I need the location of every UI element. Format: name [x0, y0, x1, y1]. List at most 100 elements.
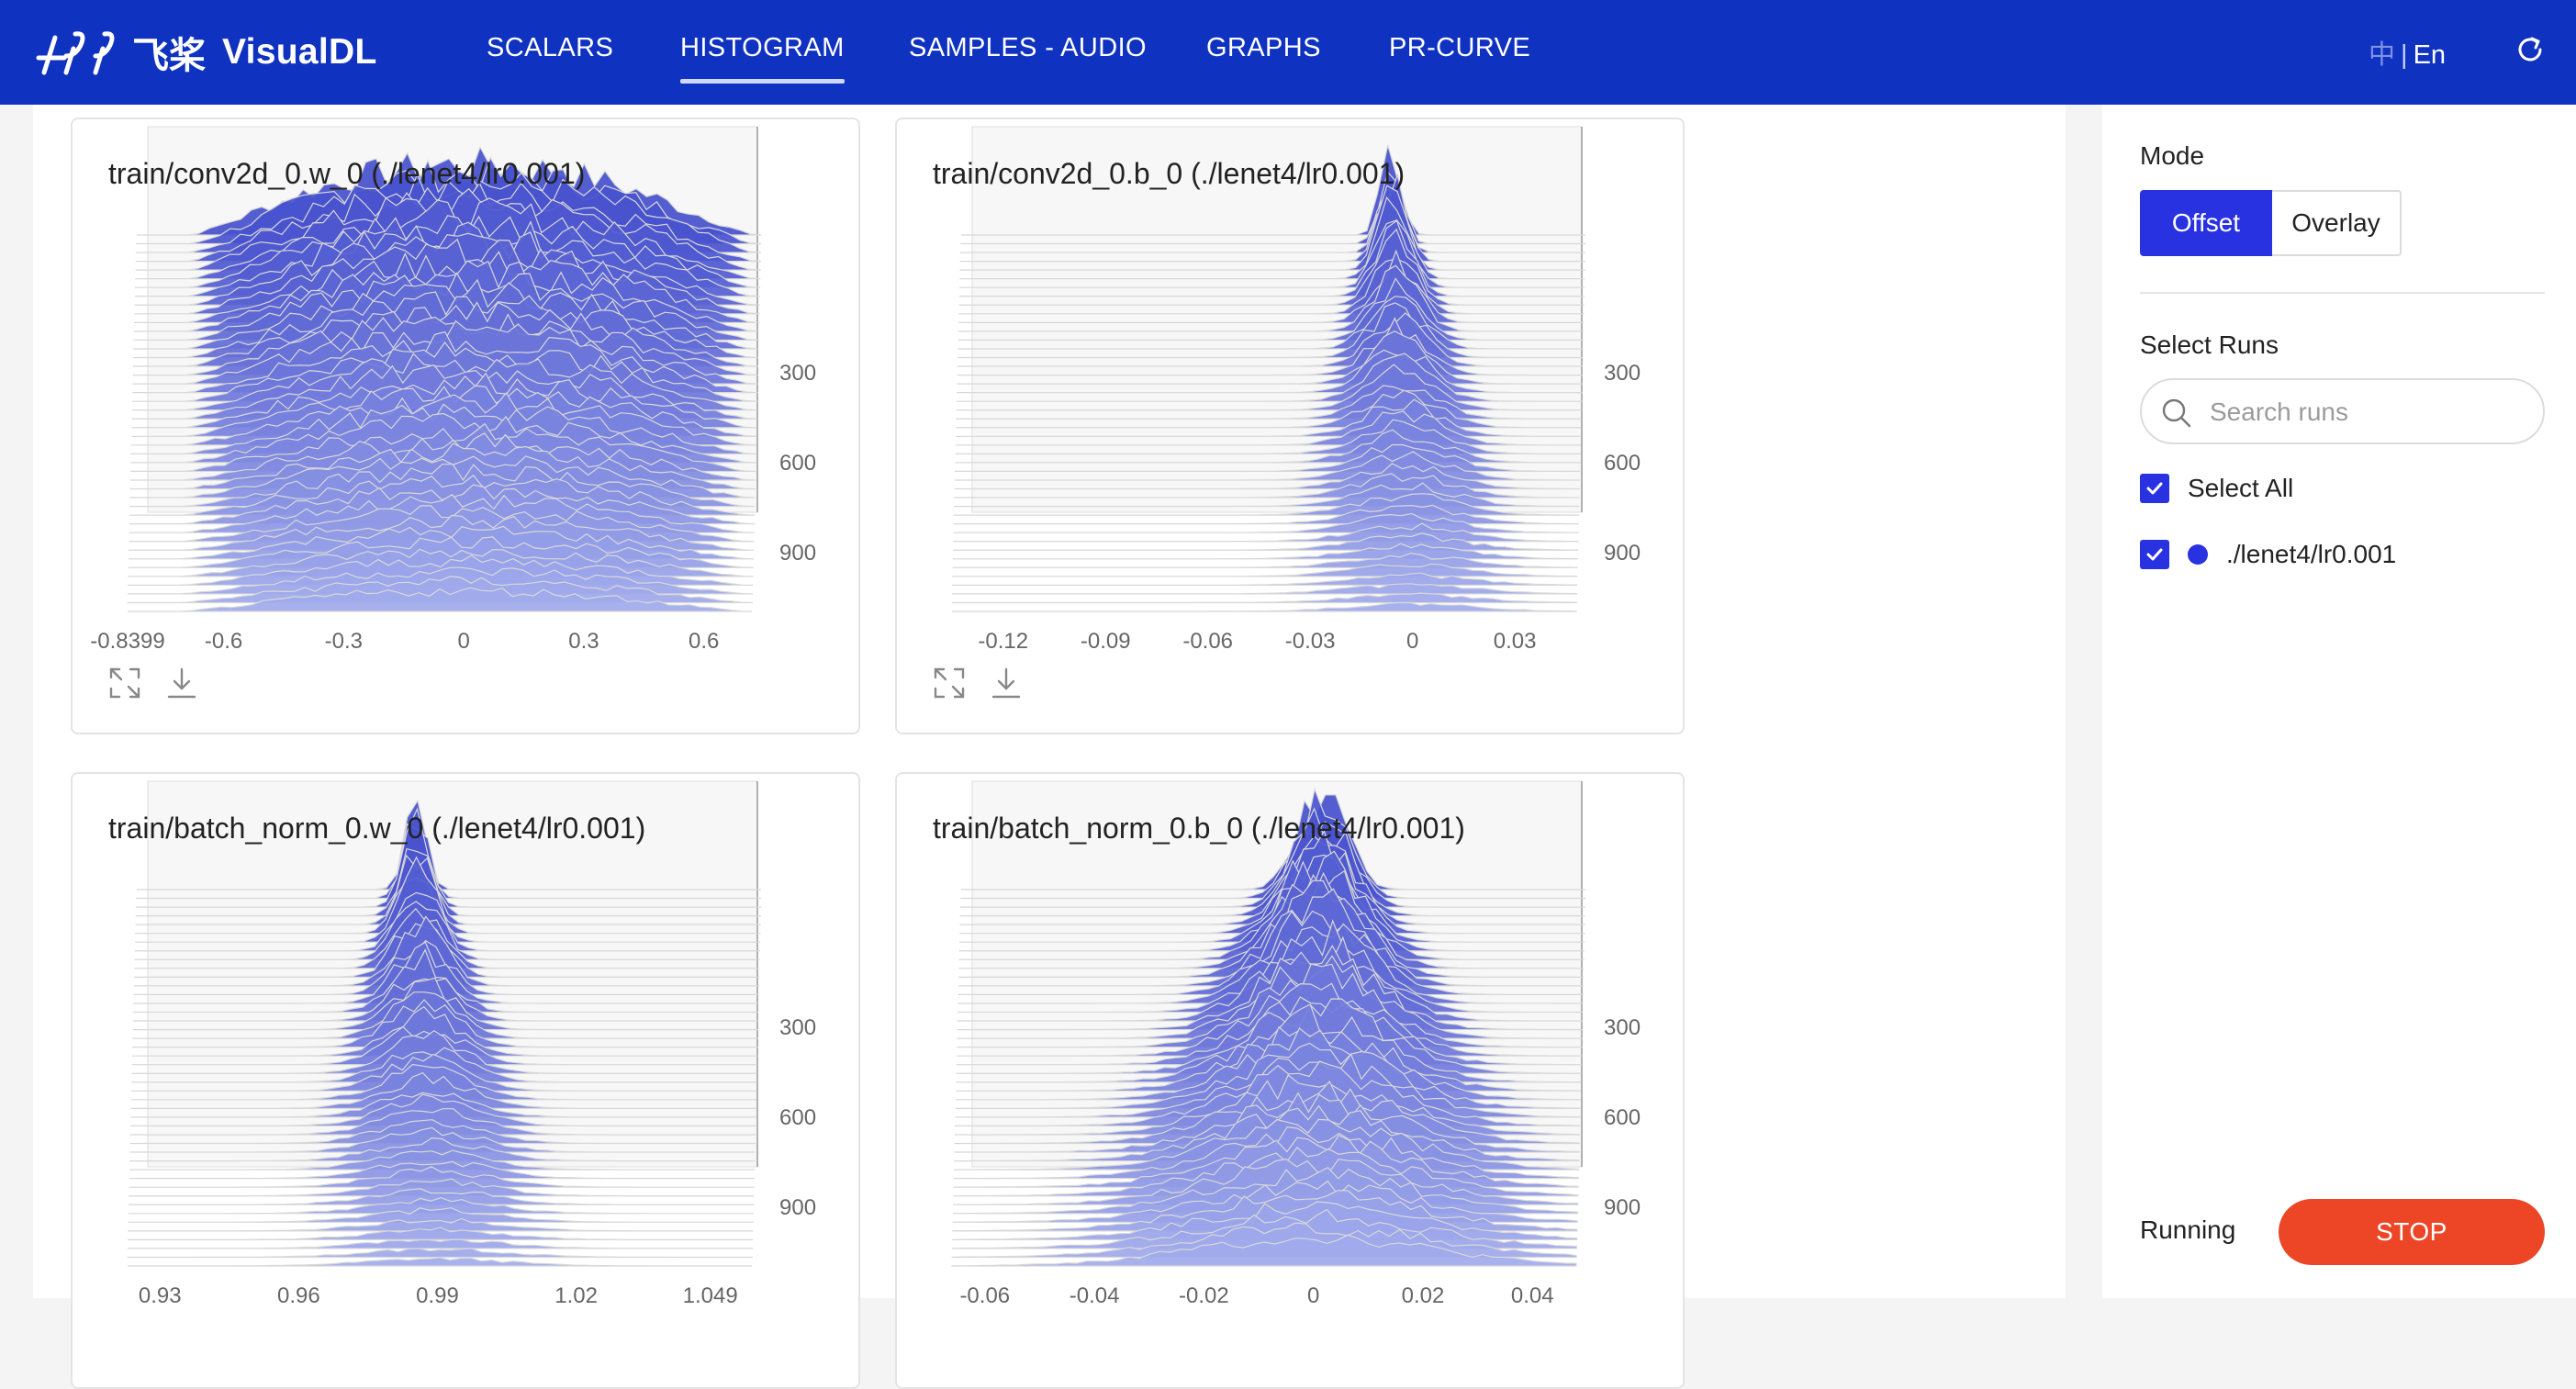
tab-pr-curve[interactable]: PR-CURVE — [1389, 33, 1531, 62]
histogram-ridge — [130, 1071, 756, 1109]
x-tick-label: -0.6 — [205, 629, 242, 654]
histogram-ridge — [129, 1108, 756, 1136]
histogram-ridge — [128, 1217, 754, 1232]
histogram-ridge — [135, 856, 761, 943]
search-runs-input[interactable] — [2210, 395, 2522, 430]
histogram-ridge — [951, 1234, 1577, 1267]
x-tick-label: 1.049 — [683, 1283, 738, 1308]
fullscreen-icon[interactable] — [108, 666, 141, 700]
histogram-ridge — [136, 823, 762, 900]
top-navbar: 飞桨 VisualDL SCALARS HISTOGRAM SAMPLES - … — [0, 0, 2576, 105]
x-tick-label: 0.02 — [1402, 1283, 1445, 1308]
mode-toggle: Offset Overlay — [2140, 190, 2402, 256]
mode-overlay-button[interactable]: Overlay — [2272, 190, 2402, 256]
download-icon[interactable] — [165, 666, 198, 700]
divider — [2140, 292, 2545, 294]
y-tick-label: 300 — [1604, 1015, 1641, 1040]
y-tick-label: 600 — [779, 1105, 816, 1130]
language-switch: 中 | En — [2369, 33, 2446, 72]
histogram-ridge — [134, 901, 760, 960]
x-tick-label: 0.93 — [139, 1283, 182, 1308]
x-tick-label: 0.03 — [1494, 629, 1537, 654]
x-tick-label: 1.02 — [554, 1283, 598, 1308]
histogram-card: -0.06 -0.04 -0.02 0 0.02 0.04 300 600 900 train/… — [895, 772, 1685, 1389]
histogram-card: -0.8399 -0.6 -0.3 0 0.3 0.6 300 600 900 train/co… — [71, 118, 860, 734]
mode-label: Mode — [2140, 141, 2205, 170]
histogram-ridge — [129, 1188, 755, 1205]
histogram-ridge — [951, 583, 1578, 595]
x-tick-label: 0 — [1307, 1283, 1319, 1308]
tab-samples-audio[interactable]: SAMPLES - AUDIO — [909, 33, 1148, 62]
y-tick-label: 900 — [779, 541, 816, 566]
histogram-ridge — [958, 228, 1585, 306]
histogram-ridge — [951, 592, 1577, 604]
histogram-ridge — [127, 1238, 754, 1249]
histogram-ridge — [135, 847, 761, 917]
checkbox-checked-icon — [2140, 474, 2169, 503]
histogram-ridge — [959, 188, 1586, 253]
run-name: ./lenet4/lr0.001 — [2226, 540, 2397, 568]
histogram-ridge — [132, 1005, 758, 1057]
histogram-ridge — [135, 877, 761, 935]
tab-histogram[interactable]: HISTOGRAM — [680, 33, 845, 84]
histogram-ridge — [128, 587, 753, 612]
card-toolbar — [108, 666, 198, 700]
select-all-checkbox[interactable]: Select All — [2140, 474, 2293, 503]
histogram-series — [127, 799, 762, 1267]
histogram-ridge — [128, 1227, 754, 1240]
sidebar: Mode Offset Overlay Select Runs Select A… — [2102, 105, 2576, 1298]
histogram-chart: -0.12 -0.09 -0.06 -0.03 0 0.03 300 600 900 — [951, 126, 1641, 654]
card-title: train/batch_norm_0.b_0 (./lenet4/lr0.001… — [933, 812, 1465, 845]
histogram-series — [951, 145, 1586, 612]
tab-graphs[interactable]: GRAPHS — [1206, 33, 1321, 62]
mode-offset-button[interactable]: Offset — [2140, 190, 2272, 256]
histogram-ridge — [961, 794, 1585, 891]
card-toolbar — [933, 666, 1023, 700]
download-icon[interactable] — [990, 666, 1023, 700]
x-tick-label: 0 — [457, 629, 469, 654]
histogram-ridge — [133, 941, 759, 1004]
histogram-chart: -0.06 -0.04 -0.02 0 0.02 0.04 300 600 900 — [951, 780, 1641, 1308]
histogram-ridge — [961, 145, 1585, 236]
histogram-series — [951, 787, 1586, 1267]
histogram-ridge — [952, 1201, 1578, 1240]
lang-zh-option[interactable]: 中 — [2369, 40, 2396, 70]
histogram-ridge — [135, 807, 762, 908]
search-box — [2140, 378, 2545, 444]
y-tick-label: 300 — [779, 1015, 816, 1040]
x-tick-label: -0.04 — [1070, 1283, 1120, 1308]
y-tick-label: 600 — [1604, 1105, 1641, 1130]
x-tick-label: -0.3 — [325, 629, 363, 654]
histogram-ridge — [958, 888, 1584, 987]
run-item[interactable]: ./lenet4/lr0.001 — [2140, 540, 2396, 569]
lang-en-option[interactable]: En — [2413, 40, 2447, 70]
histogram-ridge — [952, 572, 1578, 586]
histogram-ridge — [128, 1197, 754, 1215]
stop-button[interactable]: STOP — [2279, 1199, 2545, 1265]
card-title: train/batch_norm_0.w_0 (./lenet4/lr0.001… — [108, 812, 646, 845]
fullscreen-icon[interactable] — [933, 666, 966, 700]
ridgeline-plot: -0.06 -0.04 -0.02 0 0.02 0.04 300 600 900 — [951, 780, 1641, 1308]
histogram-ridge — [128, 1207, 754, 1223]
y-tick-label: 900 — [779, 1195, 816, 1220]
histogram-ridge — [135, 854, 761, 925]
x-tick-label: -0.03 — [1285, 629, 1336, 654]
x-tick-label: 0.04 — [1511, 1283, 1554, 1308]
histogram-ridge — [953, 1158, 1579, 1205]
x-tick-label: 0.99 — [416, 1283, 459, 1308]
refresh-icon[interactable] — [2514, 33, 2547, 66]
y-tick-label: 900 — [1604, 1195, 1641, 1220]
x-tick-label: 0 — [1406, 629, 1418, 654]
select-all-label: Select All — [2188, 474, 2294, 502]
ridgeline-plot: -0.8399 -0.6 -0.3 0 0.3 0.6 300 600 900 — [90, 126, 816, 654]
tab-scalars[interactable]: SCALARS — [487, 33, 614, 62]
logo[interactable]: 飞桨 VisualDL — [33, 17, 377, 88]
histogram-ridge — [960, 171, 1586, 245]
histogram-ridge — [959, 821, 1586, 908]
histogram-ridge — [959, 185, 1585, 271]
lang-separator: | — [2401, 40, 2408, 70]
app-name: VisualDL — [222, 32, 377, 72]
histogram-ridge — [129, 1119, 756, 1145]
x-tick-label: -0.06 — [1182, 629, 1233, 654]
histogram-ridge — [959, 807, 1585, 917]
